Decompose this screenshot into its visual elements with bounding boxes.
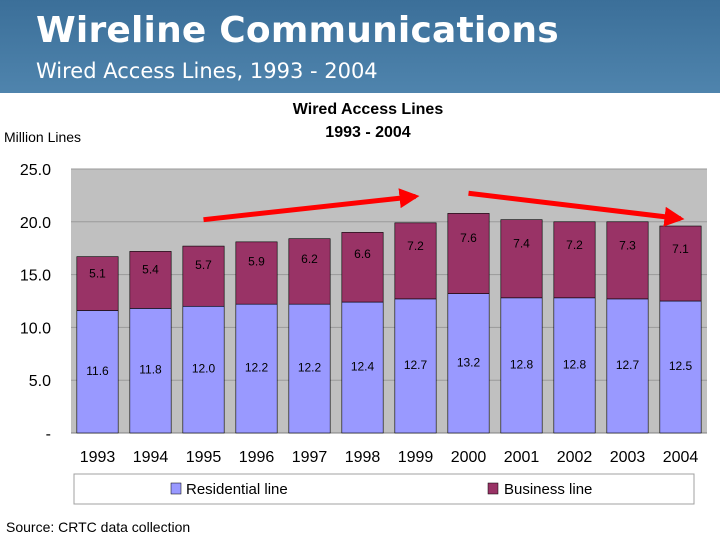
- bar-business: [659, 225, 702, 302]
- bar-business: [447, 213, 490, 294]
- trend-arrow: [468, 190, 685, 227]
- bar-residential: [659, 300, 702, 434]
- data-label-residential: 11.8: [139, 363, 162, 377]
- y-tick-label: -: [46, 426, 51, 443]
- legend: Residential line Business line: [73, 473, 695, 505]
- x-tick-label: 1994: [133, 449, 169, 466]
- data-label-residential: 12.0: [192, 362, 216, 376]
- x-tick-label: 1999: [398, 449, 434, 466]
- x-tick-label: 1995: [186, 449, 222, 466]
- y-tick-label: 5.0: [29, 373, 51, 390]
- y-tick-label: 25.0: [20, 162, 51, 179]
- x-tick-label: 1997: [292, 449, 328, 466]
- slide-subtitle: Wired Access Lines, 1993 - 2004: [36, 59, 378, 83]
- x-tick-label: 2003: [610, 449, 646, 466]
- data-label-residential: 12.2: [298, 361, 322, 375]
- bar-business: [500, 219, 543, 299]
- y-tick-label: 15.0: [20, 268, 51, 285]
- data-label-business: 6.6: [354, 247, 371, 261]
- legend-box: [73, 473, 695, 505]
- bar-business: [129, 251, 172, 309]
- bar-business: [606, 221, 649, 300]
- title-banner: Wireline Communications Wired Access Lin…: [0, 0, 720, 93]
- chart-title: Wired Access Lines: [293, 101, 444, 118]
- x-tick-label: 1993: [80, 449, 116, 466]
- data-label-business: 7.2: [407, 239, 424, 253]
- trend-arrow: [203, 188, 420, 223]
- bar-business: [288, 238, 331, 305]
- bar-business: [553, 221, 596, 299]
- bar-residential: [76, 310, 119, 434]
- legend-label-residential: Residential line: [186, 481, 288, 498]
- y-tick-label: 20.0: [20, 215, 51, 232]
- legend-label-business: Business line: [504, 481, 592, 498]
- data-label-business: 6.2: [301, 252, 318, 266]
- bar-residential: [288, 303, 331, 434]
- data-label-business: 7.1: [672, 242, 689, 256]
- data-label-business: 7.4: [513, 237, 530, 251]
- x-tick-label: 1998: [345, 449, 381, 466]
- x-tick-label: 1996: [239, 449, 275, 466]
- x-tick-label: 2000: [451, 449, 487, 466]
- bar-residential: [447, 293, 490, 434]
- data-label-business: 5.7: [195, 258, 212, 272]
- wired-access-lines-chart: Wired Access Lines 1993 - 2004 Million L…: [4, 101, 707, 505]
- data-label-business: 5.4: [142, 262, 159, 276]
- data-label-residential: 12.4: [351, 360, 375, 374]
- x-tick-label: 2002: [557, 449, 593, 466]
- data-label-business: 7.2: [566, 238, 583, 252]
- y-tick-label: 10.0: [20, 320, 51, 337]
- bar-residential: [129, 308, 172, 434]
- data-label-business: 7.6: [460, 231, 477, 245]
- plot-area: [71, 169, 707, 433]
- x-tick-label: 2004: [663, 449, 699, 466]
- data-label-residential: 11.6: [86, 364, 109, 378]
- data-label-business: 5.9: [248, 254, 265, 268]
- y-axis-label: Million Lines: [4, 129, 81, 145]
- data-label-residential: 12.5: [669, 359, 693, 373]
- x-tick-label: 2001: [504, 449, 540, 466]
- bar-residential: [341, 301, 384, 434]
- data-label-residential: 13.2: [457, 355, 481, 369]
- legend-swatch-business: [487, 482, 499, 495]
- bar-business: [341, 232, 384, 303]
- data-label-business: 5.1: [89, 267, 106, 281]
- data-label-residential: 12.7: [404, 358, 428, 372]
- data-label-residential: 12.7: [616, 358, 640, 372]
- legend-swatch-residential: [170, 482, 182, 495]
- bar-business: [76, 256, 119, 311]
- bar-residential: [182, 305, 225, 434]
- bar-residential: [553, 297, 596, 434]
- bar-business: [235, 241, 278, 305]
- source-note: Source: CRTC data collection: [6, 519, 191, 535]
- data-label-residential: 12.8: [563, 357, 587, 371]
- data-label-residential: 12.2: [245, 361, 269, 375]
- slide-title: Wireline Communications: [36, 10, 559, 51]
- bar-business: [394, 222, 437, 300]
- data-label-business: 7.3: [619, 238, 636, 252]
- data-label-residential: 12.8: [510, 357, 534, 371]
- bar-residential: [235, 303, 278, 434]
- chart-subtitle: 1993 - 2004: [325, 124, 411, 141]
- bar-residential: [500, 297, 543, 434]
- bar-business: [182, 245, 225, 307]
